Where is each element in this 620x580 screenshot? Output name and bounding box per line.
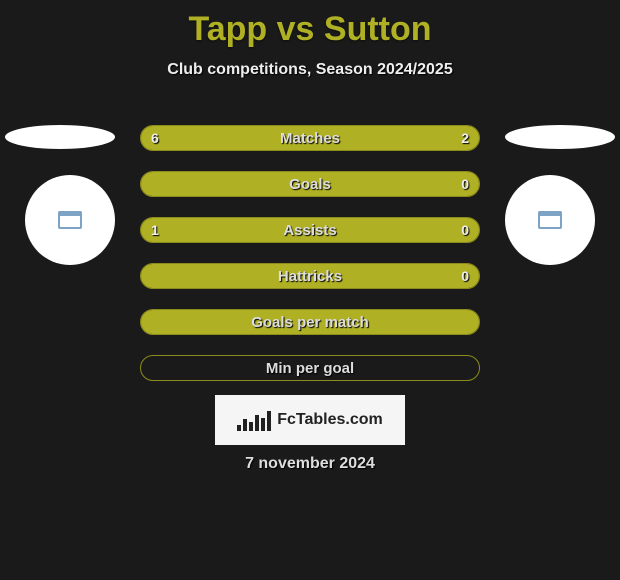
avatar-placeholder-icon	[58, 211, 82, 229]
stat-value-right: 2	[461, 126, 469, 150]
stat-row: Hattricks0	[140, 263, 480, 289]
stat-label: Goals	[141, 172, 479, 196]
stat-value-right: 0	[461, 264, 469, 288]
logo-box: FcTables.com	[215, 395, 405, 445]
stat-label: Goals per match	[141, 310, 479, 334]
stat-label: Hattricks	[141, 264, 479, 288]
date-label: 7 november 2024	[0, 455, 620, 473]
stat-row: Matches6 2	[140, 125, 480, 151]
player-right-ellipse	[505, 125, 615, 149]
stat-row: Goals0	[140, 171, 480, 197]
logo-chart-icon	[237, 409, 271, 431]
player-left-avatar	[25, 175, 115, 265]
page-title: Tapp vs Sutton	[0, 0, 620, 49]
player-right-avatar	[505, 175, 595, 265]
stat-label: Matches	[141, 126, 479, 150]
player-left-ellipse	[5, 125, 115, 149]
stat-value-right: 0	[461, 218, 469, 242]
stats-bars: Matches62Goals0Assists10Hattricks0Goals …	[140, 125, 480, 401]
stat-value-left: 6	[151, 126, 159, 150]
stat-label: Assists	[141, 218, 479, 242]
stat-row: Goals per match	[140, 309, 480, 335]
subtitle: Club competitions, Season 2024/2025	[0, 61, 620, 79]
stat-value-right: 0	[461, 172, 469, 196]
stat-label: Min per goal	[141, 356, 479, 380]
stat-row: Min per goal	[140, 355, 480, 381]
stat-value-left: 1	[151, 218, 159, 242]
stat-row: Assists1 0	[140, 217, 480, 243]
logo-text: FcTables.com	[277, 411, 383, 429]
avatar-placeholder-icon	[538, 211, 562, 229]
